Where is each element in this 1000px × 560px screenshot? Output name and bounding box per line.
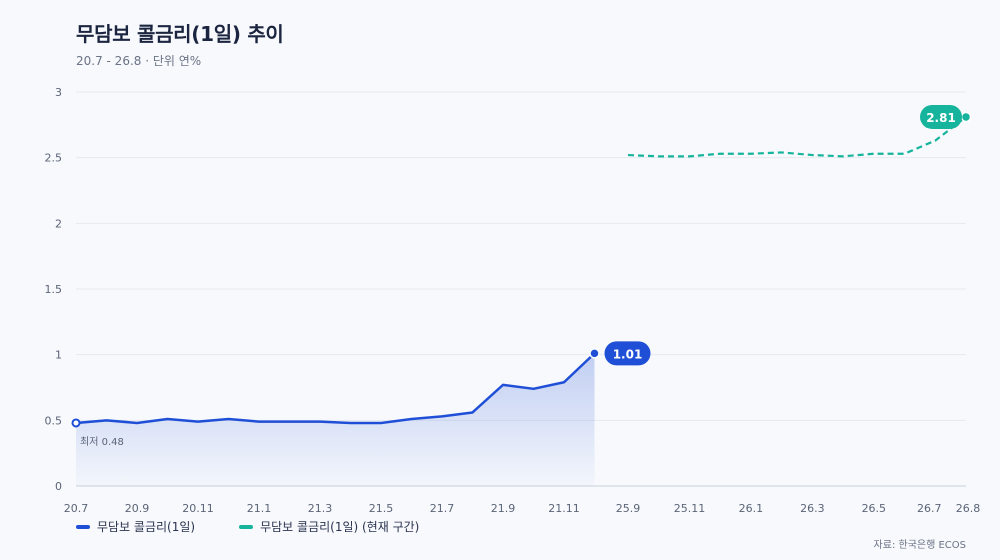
y-tick-label: 1.5 [45, 283, 63, 296]
x-tick-label: 26.3 [800, 502, 825, 515]
legend-label-current: 무담보 콜금리(1일) (현재 구간) [260, 520, 420, 534]
end-label-historical: 1.01 [613, 347, 643, 361]
end-label-current-pill [920, 104, 962, 129]
y-tick-label: 0 [55, 480, 62, 493]
x-tick-label: 21.9 [491, 502, 516, 515]
y-tick-label: 2 [55, 217, 62, 230]
historical-min-point [71, 418, 81, 428]
chart-title: 무담보 콜금리(1일) 추이 [76, 22, 284, 46]
y-tick-label: 2.5 [45, 152, 63, 165]
x-tick-label: 20.11 [182, 502, 214, 515]
x-tick-label: 26.1 [739, 502, 764, 515]
x-tick-label: 21.7 [430, 502, 455, 515]
y-tick-label: 1 [55, 349, 62, 362]
x-tick-label: 20.9 [125, 502, 150, 515]
end-label-current: 2.81 [926, 111, 956, 125]
x-tick-label: 26.8 [956, 502, 981, 515]
x-tick-label: 25.11 [674, 502, 706, 515]
current-series-line [627, 116, 967, 158]
source-note: 자료: 한국은행 ECOS [873, 540, 966, 551]
legend: 무담보 콜금리(1일) 무담보 콜금리(1일) (현재 구간) [76, 518, 419, 535]
x-tick-label: 21.1 [247, 502, 272, 515]
legend-swatch-current [239, 524, 254, 529]
current-end-point [960, 111, 972, 123]
chart-subtitle: 20.7 - 26.8 · 단위 연% [76, 54, 202, 68]
x-tick-label: 26.5 [862, 502, 887, 515]
y-tick-label: 3 [55, 86, 62, 99]
legend-item-historical: 무담보 콜금리(1일) [76, 518, 195, 535]
x-tick-label: 21.11 [548, 502, 580, 515]
legend-label-historical: 무담보 콜금리(1일) [97, 520, 196, 534]
y-tick-label: 0.5 [45, 414, 63, 427]
legend-item-current: 무담보 콜금리(1일) (현재 구간) [239, 518, 419, 535]
x-tick-label: 25.9 [616, 502, 641, 515]
historical-end-point [589, 348, 600, 359]
end-label-historical-pill [604, 341, 651, 366]
x-tick-label: 21.5 [369, 502, 394, 515]
historical-area [76, 353, 595, 486]
x-tick-label: 20.7 [64, 502, 89, 515]
x-tick-label: 21.3 [308, 502, 333, 515]
historical-series-line [75, 352, 596, 425]
min-annotation: 최저 0.48 [80, 436, 124, 448]
x-tick-label: 26.7 [917, 502, 942, 515]
legend-swatch-historical [76, 524, 90, 529]
